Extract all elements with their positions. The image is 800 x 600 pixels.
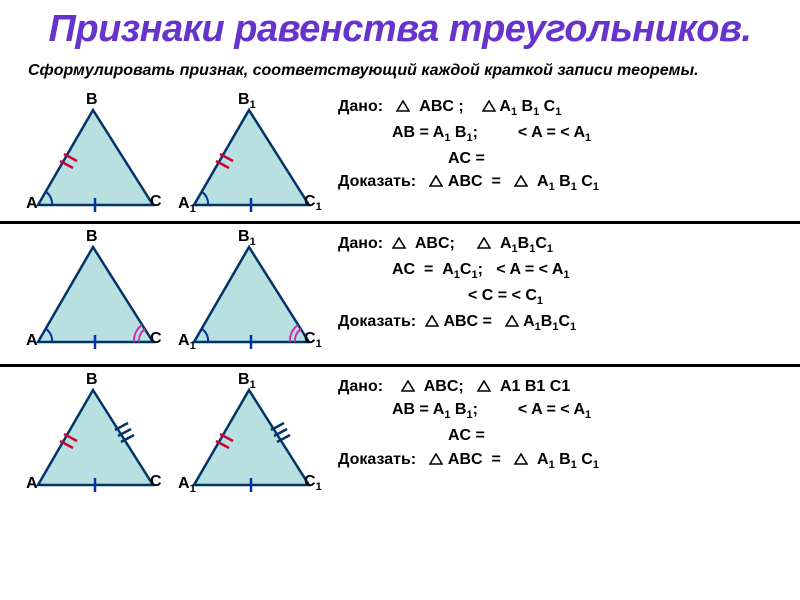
row-1: A B C A1 B1 C1 Дано: ABC ; A1 B1 C1 [0, 91, 800, 219]
given-label: Дано: [338, 378, 383, 395]
vertex-b1: B1 [238, 91, 256, 111]
prove-label: Доказать: [338, 451, 416, 468]
vertex-a1: A1 [178, 332, 196, 352]
vertex-c: C [150, 473, 162, 491]
triangle-pair-2: A B C A1 B1 C1 [18, 232, 324, 358]
eq: AB = A1 B1; [392, 401, 478, 418]
eq: < C = < C1 [468, 287, 543, 304]
eq: < A = < A1 [518, 124, 591, 141]
triangle-icon [514, 453, 528, 465]
triangle-icon [505, 315, 519, 327]
tri-name: ABC ; [419, 98, 463, 115]
triangle-icon [396, 100, 410, 112]
eq: < A = < A1 [496, 261, 569, 278]
triangle-abc-3: A B C [18, 375, 168, 501]
given-label: Дано: [338, 235, 383, 252]
triangle-icon [429, 175, 443, 187]
vertex-c1: C1 [304, 473, 322, 493]
triangle-a1b1c1-1: A1 B1 C1 [174, 95, 324, 215]
prove-label: Доказать: [338, 313, 416, 330]
triangle-pair-1: A B C A1 B1 C1 [18, 95, 324, 215]
tri-name: A1 B1 C1 [500, 378, 570, 395]
eq: AC = [448, 427, 485, 444]
triangle-icon [392, 237, 406, 249]
eq: < A = < A1 [518, 401, 591, 418]
tri-name: A1 B1 C1 [499, 98, 561, 115]
eq: AB = A1 B1; [392, 124, 478, 141]
vertex-c: C [150, 330, 162, 348]
vertex-c: C [150, 193, 162, 211]
tri-name: ABC; [415, 235, 455, 252]
tri-name: ABC; [424, 378, 464, 395]
triangle-abc-1: A B C [18, 95, 168, 215]
vertex-c1: C1 [304, 330, 322, 350]
page-title: Признаки равенства треугольников. [0, 0, 800, 55]
proof-text-2: Дано: ABC; A1B1C1 AC = A1C1; < A = < A1 … [324, 232, 790, 337]
vertex-b: B [86, 228, 98, 246]
eq: AC = [448, 150, 485, 167]
triangle-icon [429, 453, 443, 465]
triangle-icon [477, 380, 491, 392]
vertex-a: A [26, 332, 38, 350]
divider [0, 221, 800, 224]
triangle-a1b1c1-3: A1 B1 C1 [174, 375, 324, 501]
prove-label: Доказать: [338, 173, 416, 190]
vertex-a1: A1 [178, 195, 196, 215]
triangle-pair-3: A B C A1 B1 C1 [18, 375, 324, 501]
vertex-b: B [86, 371, 98, 389]
proof-text-3: Дано: ABC; A1 B1 C1 AB = A1 B1; < A = < … [324, 375, 790, 474]
vertex-b1: B1 [238, 228, 256, 248]
vertex-a: A [26, 475, 38, 493]
eq: AC = A1C1; [392, 261, 483, 278]
row-3: A B C A1 B1 C1 Дано: ABC; A1 [0, 369, 800, 505]
vertex-a: A [26, 195, 38, 213]
triangle-icon [514, 175, 528, 187]
triangle-a1b1c1-2: A1 B1 C1 [174, 232, 324, 358]
triangle-icon [477, 237, 491, 249]
vertex-c1: C1 [304, 193, 322, 213]
tri-name: A1B1C1 [500, 235, 553, 252]
given-label: Дано: [338, 98, 383, 115]
vertex-b1: B1 [238, 371, 256, 391]
row-2: A B C A1 B1 C1 Дано: ABC; A1B1C1 [0, 226, 800, 362]
vertex-a1: A1 [178, 475, 196, 495]
triangle-icon [482, 100, 496, 112]
vertex-b: B [86, 91, 98, 109]
page-subtitle: Сформулировать признак, соответствующий … [0, 55, 800, 91]
triangle-abc-2: A B C [18, 232, 168, 358]
triangle-icon [401, 380, 415, 392]
triangle-icon [425, 315, 439, 327]
divider [0, 364, 800, 367]
proof-text-1: Дано: ABC ; A1 B1 C1 AB = A1 B1; < A = <… [324, 95, 790, 197]
